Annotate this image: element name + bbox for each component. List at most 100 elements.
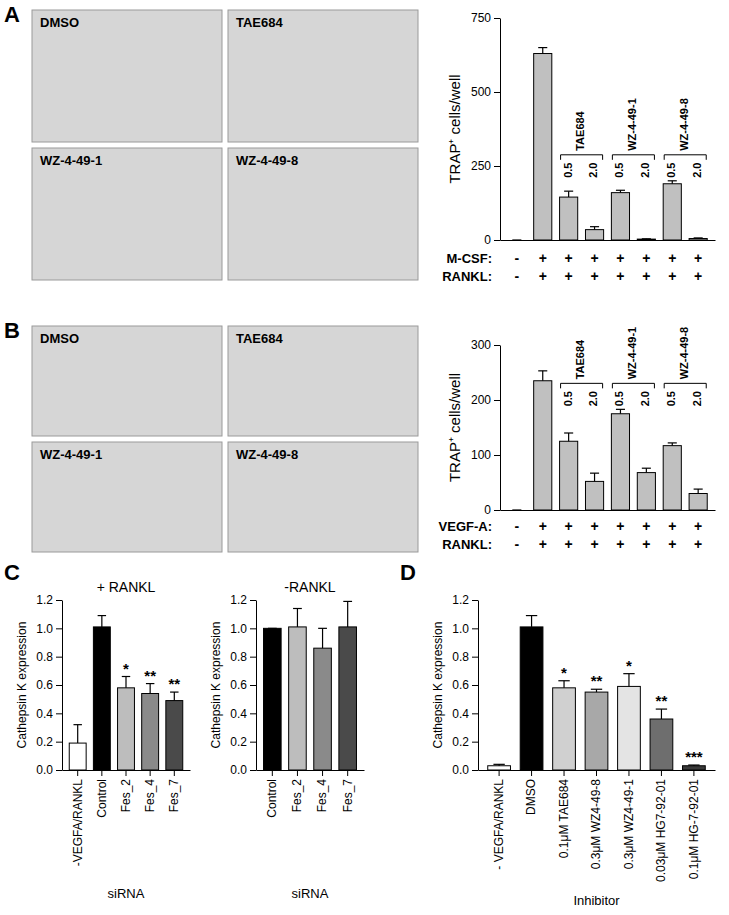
y-tick: 200: [471, 393, 500, 407]
x-tick-label: 0.1μM TAE684: [557, 779, 571, 859]
x-tick: Fes_4: [143, 770, 157, 812]
error-bar: [512, 240, 521, 241]
error-line: [698, 489, 699, 493]
y-tick-label: 0: [484, 503, 491, 517]
bar: [650, 719, 673, 770]
y-tick: 1.0: [230, 622, 256, 636]
x-axis: -VEGFA/RANKLControlFes_2Fes_4Fes_7: [63, 770, 191, 866]
y-tick-mark: [494, 455, 500, 456]
error-cap: [538, 47, 547, 48]
y-axis: 0.00.20.40.60.81.01.2: [230, 593, 256, 777]
y-axis: 0.00.20.40.60.81.01.2: [36, 593, 62, 777]
bar: [560, 197, 578, 240]
y-tick-mark: [56, 628, 62, 629]
y-tick-label: 0.4: [36, 707, 53, 721]
y-tick-label: 0.4: [452, 707, 469, 721]
group-bracket: [561, 155, 603, 160]
y-tick-mark: [56, 742, 62, 743]
y-tick-mark: [56, 685, 62, 686]
y-tick-mark: [472, 657, 478, 658]
error-bar: [642, 238, 651, 239]
error-bar: [318, 628, 327, 648]
bar: [534, 381, 552, 510]
x-axis: ControlFes_2Fes_4Fes_7: [257, 770, 365, 818]
condition-value: +: [668, 268, 676, 284]
error-cap: [616, 190, 625, 191]
error-line: [594, 473, 595, 481]
figure: ABCDDMSOTAE684WZ-4-49-1WZ-4-49-8DMSOTAE6…: [0, 0, 729, 915]
condition-value: -: [515, 250, 520, 266]
y-tick-mark: [472, 742, 478, 743]
y-tick-mark: [250, 685, 256, 686]
error-cap: [642, 468, 651, 469]
error-cap: [564, 432, 573, 433]
x-tick-label: Fes_2: [290, 779, 304, 813]
error-bar: [668, 443, 677, 446]
y-tick-mark: [250, 628, 256, 629]
significance: *: [626, 657, 632, 674]
error-bar: [122, 677, 130, 688]
error-bar: [616, 190, 625, 192]
y-tick: 0.2: [452, 735, 478, 749]
group-bracket: [561, 383, 603, 388]
y-tick: 0.0: [36, 763, 62, 777]
error-line: [347, 601, 348, 627]
axis-line: [478, 601, 479, 771]
x-tick-label: DMSO: [524, 779, 538, 815]
x-tick-mark: [661, 770, 662, 776]
error-cap: [318, 628, 327, 629]
significance: **: [591, 672, 603, 689]
group-label: WZ-4-49-8: [678, 327, 690, 380]
y-tick-mark: [250, 742, 256, 743]
error-bar: [656, 709, 667, 719]
y-tick-mark: [56, 770, 62, 771]
condition-value: +: [616, 250, 624, 266]
x-tick: 0.1μM HG-7-92-01: [687, 770, 701, 879]
x-tick-mark: [564, 770, 565, 776]
group-bracket: [612, 383, 654, 388]
bar: [166, 701, 183, 770]
y-tick-label: 0.0: [452, 763, 469, 777]
y-tick-label: 1.0: [452, 622, 469, 636]
error-line: [322, 628, 323, 648]
y-tick-label: 0.6: [452, 678, 469, 692]
error-bar: [694, 237, 703, 239]
error-bar: [493, 764, 504, 765]
error-bar: [590, 473, 599, 481]
x-tick-label: Fes_7: [341, 779, 355, 813]
condition-value: +: [565, 536, 573, 552]
y-tick-mark: [56, 657, 62, 658]
x-tick-mark: [77, 770, 78, 776]
y-tick-label: 100: [471, 448, 491, 462]
panel-label: C: [4, 560, 20, 585]
group-label: TAE684: [575, 339, 587, 379]
error-bar: [538, 371, 547, 381]
dose-label: 2.0: [639, 391, 651, 406]
bar: [683, 766, 706, 770]
error-bar: [642, 468, 651, 472]
y-tick: 0.2: [230, 735, 256, 749]
error-line: [125, 677, 126, 688]
condition-value: +: [694, 268, 702, 284]
panel-label: D: [400, 560, 416, 585]
x-tick-label: 0.1μM HG-7-92-01: [687, 779, 701, 880]
panel-label: B: [4, 318, 20, 343]
axis-line: [62, 601, 63, 771]
x-tick-label: 0.3μM WZ4-49-8: [589, 779, 603, 870]
chart: 0.00.20.40.60.81.01.2- VEGFA/RANKLDMSO0.…: [431, 593, 716, 908]
error-line: [568, 433, 569, 441]
y-tick: 0: [484, 503, 500, 517]
error-cap: [694, 489, 703, 490]
dose-label: 2.0: [691, 163, 703, 178]
x-tick-label: - VEGFA/RANKL: [492, 779, 506, 870]
y-tick: 0.8: [230, 650, 256, 664]
bar: [339, 627, 357, 770]
x-tick: 0.03μM HG7-92-01: [654, 770, 668, 882]
y-tick-mark: [472, 600, 478, 601]
y-tick-mark: [472, 713, 478, 714]
y-tick-label: 250: [471, 159, 491, 173]
y-tick: 0.4: [36, 707, 62, 721]
bar: [93, 627, 110, 770]
chart: 0100200300TRAP⁺ cells/wellVEGF-A:-++++++…: [439, 327, 716, 552]
condition-value: +: [565, 250, 573, 266]
